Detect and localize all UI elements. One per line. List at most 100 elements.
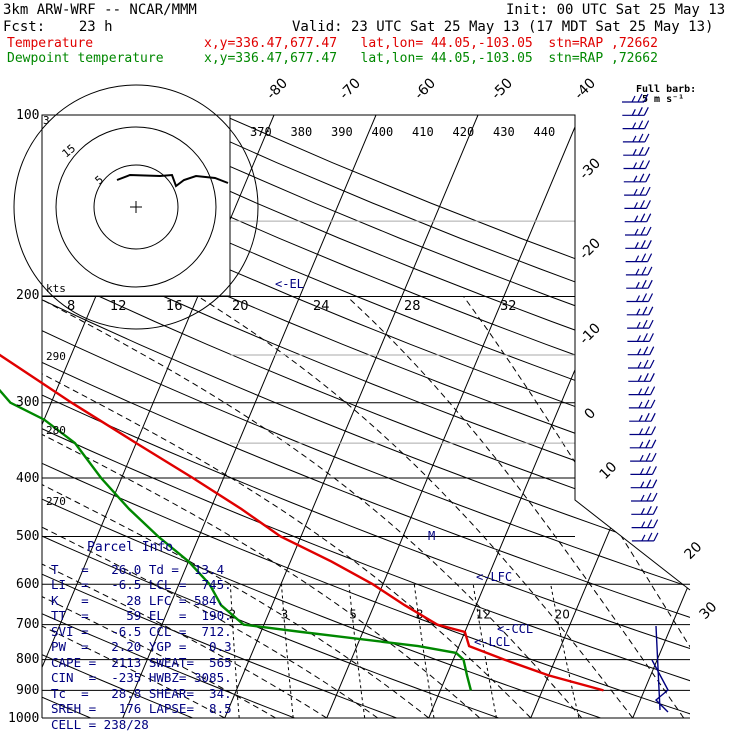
hodograph-scale-label: 8 [67, 299, 75, 314]
parcel-info-line: SREH = 176 LAPSE= 8.5 [51, 701, 232, 716]
wind-barb [637, 361, 642, 369]
mixing-ratio-line [472, 584, 497, 719]
temperature-legend: Temperature [7, 36, 94, 51]
wind-barb [648, 306, 654, 316]
wind-barb [636, 335, 641, 342]
hodograph-scale-label: 20 [232, 299, 249, 314]
wind-barb [634, 228, 639, 236]
wind-barb [638, 120, 644, 129]
wind-barb [644, 412, 650, 422]
wind-barb [650, 426, 657, 435]
wind-barb [637, 375, 642, 382]
hodograph-scale-label: 24 [313, 299, 330, 314]
theta-e-label: 420 [453, 125, 475, 139]
wind-barb [652, 479, 658, 488]
isobar-lines [42, 114, 690, 719]
moist-adiabat [346, 296, 685, 718]
level-annotation: <-EL [275, 277, 304, 291]
wind-barb [635, 255, 640, 262]
wind-barb [640, 213, 646, 222]
wind-barb [653, 532, 659, 542]
wind-barb [653, 519, 659, 528]
level-annotation: <-CCL [497, 622, 533, 636]
isotherm-label: -60 [412, 75, 439, 102]
pressure-label-600: 600 [16, 577, 40, 592]
level-annotation: M [428, 529, 435, 543]
wind-barb [646, 213, 652, 222]
wind-barb [640, 494, 645, 502]
frame-border [41, 114, 691, 718]
theta-e-label: 370 [250, 125, 272, 139]
moist-adiabat [42, 296, 327, 718]
wind-barb [632, 122, 637, 129]
wind-barb [643, 359, 649, 369]
isotherm-line [122, 115, 377, 718]
isotherm-label: 30 [697, 599, 721, 623]
wind-barb [643, 107, 649, 116]
wind-barb [646, 226, 652, 236]
isotherm-label: -80 [264, 75, 291, 102]
wind-barb [641, 253, 647, 262]
hodograph-ring [13, 84, 259, 330]
wind-barb [637, 93, 643, 103]
wind-barb [637, 348, 642, 355]
wind-barb [633, 175, 638, 183]
wind-barb [636, 321, 641, 329]
parcel-info-line: SVI = -6.5 CCL = 712. [51, 624, 232, 639]
wind-barb [644, 120, 650, 129]
mixing-ratio-label: 3 [281, 608, 289, 622]
wind-barb [641, 521, 646, 528]
wind-barb [642, 333, 648, 342]
wind-barb [651, 452, 657, 462]
wind-barb [639, 454, 644, 462]
parcel-info-line: LI = -6.5 LCL = 745. [51, 577, 232, 592]
wind-barb [635, 295, 641, 302]
wind-barb [632, 148, 637, 156]
wind-barb [645, 200, 651, 209]
hodograph-scale-label: 16 [166, 299, 183, 314]
pressure-label-700: 700 [16, 617, 40, 632]
level-annotation: <-LCL [474, 635, 510, 649]
wind-barb [648, 319, 654, 329]
wind-barb [644, 133, 650, 143]
pressure-label-900: 900 [16, 683, 40, 698]
mixing-ratio-line [348, 584, 366, 719]
isotherm-line [632, 115, 690, 718]
wind-barb [639, 173, 645, 183]
wind-barb [638, 428, 644, 435]
wind-barb [633, 202, 638, 209]
wind-barb [641, 293, 648, 302]
wind-barb [639, 441, 644, 449]
dry-adiabat [42, 115, 690, 718]
hodograph-kts-label: kts [46, 282, 66, 295]
wind-barb [641, 534, 646, 542]
isotherm-label: 10 [597, 459, 621, 483]
theta-label: 270 [46, 495, 66, 508]
isotherm-label: -10 [577, 320, 604, 347]
wind-barb [638, 160, 645, 169]
wind-barb [641, 279, 647, 289]
moist-adiabat [42, 296, 430, 718]
theta-e-label: 410 [412, 125, 434, 139]
wind-barb [646, 506, 652, 515]
wind-barb [645, 452, 651, 462]
level-annotation: <-LFC [476, 570, 512, 584]
wind-barb [634, 242, 639, 249]
wind-barb [639, 468, 644, 475]
moist-adiabat [42, 296, 225, 718]
isotherm-label: -20 [577, 235, 604, 262]
temperature-location: x,y=336.47,677.47 lat,lon= 44.05,-103.05… [204, 36, 658, 51]
parcel-info-line: Tc = 28.8 SHEAR= 34. [51, 686, 232, 701]
isotherm-label: -40 [572, 75, 599, 102]
wind-barb [650, 386, 656, 395]
wind-barb [647, 532, 653, 542]
wind-barb [647, 279, 653, 289]
pressure-label-1000: 1000 [8, 711, 40, 726]
wind-barb [643, 93, 649, 103]
forecast-hour: Fcst: 23 h [3, 19, 113, 35]
pressure-label-800: 800 [16, 652, 40, 667]
dewpoint-legend: Dewpoint temperature [7, 51, 164, 66]
parcel-info-line: CELL = 238/28 [51, 717, 149, 732]
wind-barb [632, 135, 637, 143]
isotherm-line [735, 115, 740, 718]
